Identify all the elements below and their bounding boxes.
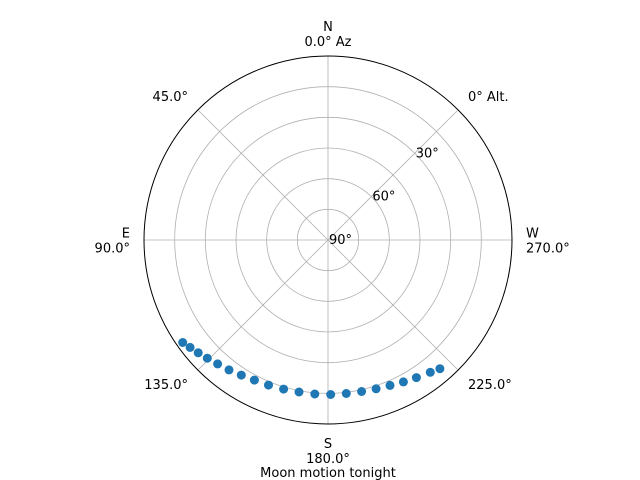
grid-spoke <box>327 239 459 371</box>
moon-point <box>357 387 367 396</box>
moon-point <box>310 389 320 399</box>
moon-point <box>341 389 351 398</box>
polar-grid <box>144 56 512 424</box>
angle-label: 135.0° <box>144 378 188 393</box>
radial-tick-label: 90° <box>329 233 352 248</box>
angle-label: E 90.0° <box>95 227 130 257</box>
moon-point <box>294 387 304 397</box>
moon-point <box>224 365 234 375</box>
moon-point <box>279 384 289 394</box>
angle-label: 225.0° <box>468 378 512 393</box>
moon-points <box>178 338 445 399</box>
moon-point <box>178 338 188 347</box>
angle-label: 0° Alt. <box>468 90 509 105</box>
radial-tick-label: 30° <box>416 146 439 161</box>
moon-point <box>213 359 223 369</box>
x-axis-label: Moon motion tonight <box>260 466 396 480</box>
moon-point <box>202 353 212 363</box>
moon-point <box>385 380 395 390</box>
moon-point <box>249 375 259 385</box>
radial-tick-label: 60° <box>372 190 395 205</box>
moon-point <box>398 377 408 387</box>
moon-point <box>411 373 421 383</box>
moon-point <box>193 348 203 358</box>
moon-point <box>425 367 435 377</box>
chart-labels: N 0.0° Az 45.0° E 90.0° 135.0° S 180.0° 225.0° W 2… <box>95 20 570 467</box>
moon-point <box>371 384 381 394</box>
grid-spoke <box>197 239 329 371</box>
moon-point <box>264 380 273 390</box>
grid-spoke <box>327 109 459 241</box>
angle-label: N 0.0° Az <box>304 20 351 50</box>
angle-label: 45.0° <box>153 90 188 105</box>
angle-label: S 180.0° <box>306 437 350 467</box>
moon-point <box>326 390 336 399</box>
grid-spoke <box>197 109 329 241</box>
moon-point <box>435 364 445 374</box>
moon-point <box>236 370 246 380</box>
polar-frame <box>143 55 513 425</box>
angle-label: W 270.0° <box>526 227 570 257</box>
moon-point <box>185 342 195 352</box>
